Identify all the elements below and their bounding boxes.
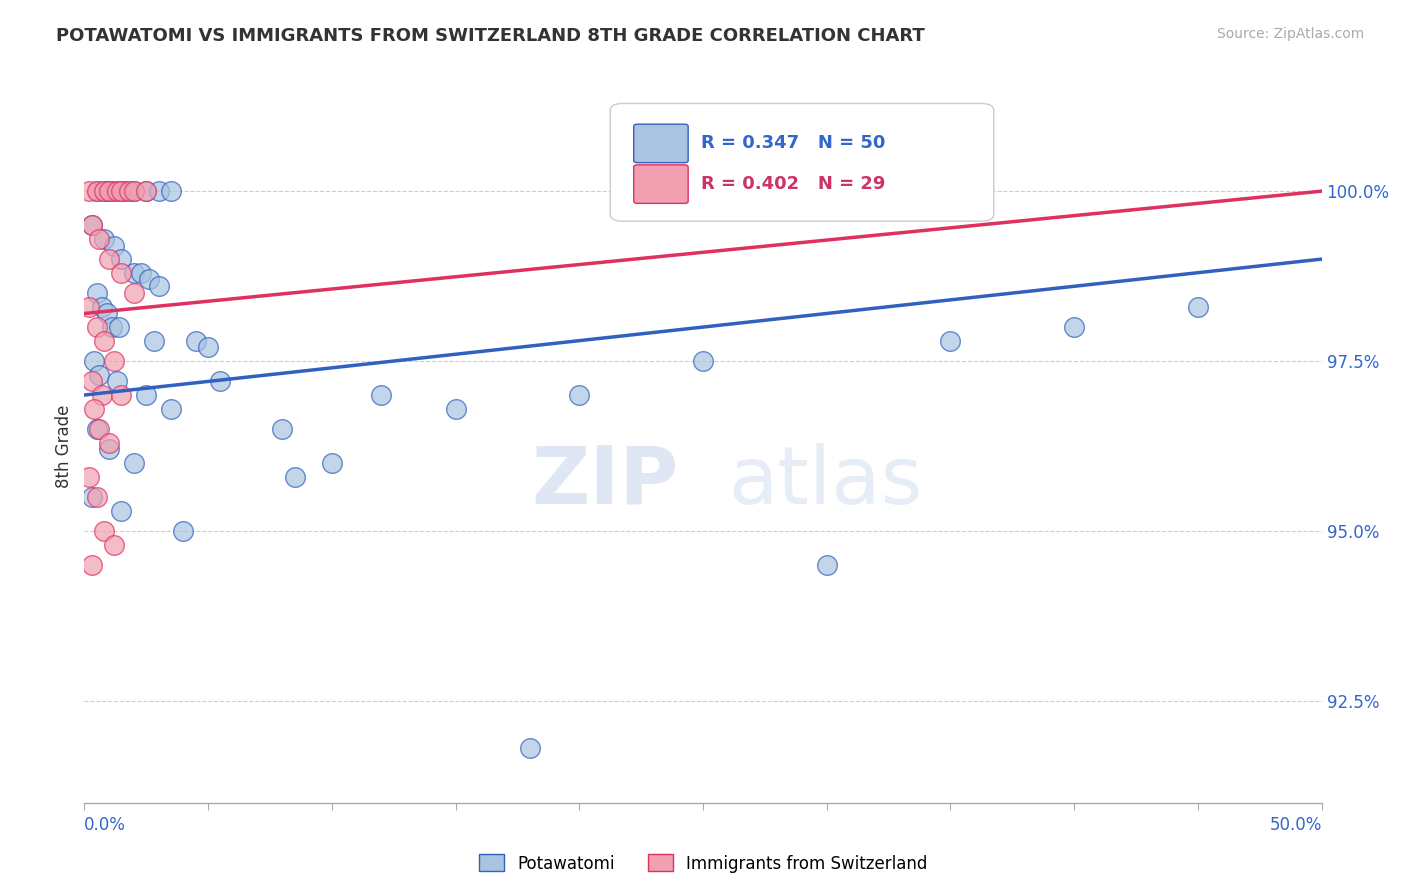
Point bbox=[93, 184, 115, 198]
Point bbox=[86, 286, 108, 301]
Point bbox=[1063, 320, 1085, 334]
Point bbox=[103, 184, 125, 198]
Point bbox=[80, 375, 103, 389]
Point bbox=[118, 184, 141, 198]
FancyBboxPatch shape bbox=[634, 165, 688, 203]
Point bbox=[86, 490, 108, 504]
Point bbox=[86, 320, 108, 334]
Point bbox=[100, 320, 122, 334]
Point bbox=[135, 184, 157, 198]
Point bbox=[110, 184, 132, 198]
Text: atlas: atlas bbox=[728, 442, 922, 521]
Point bbox=[129, 266, 152, 280]
Point bbox=[105, 375, 128, 389]
Point bbox=[568, 388, 591, 402]
Point bbox=[1187, 300, 1209, 314]
Point bbox=[815, 558, 838, 572]
FancyBboxPatch shape bbox=[634, 124, 688, 162]
Point bbox=[110, 184, 132, 198]
Point bbox=[122, 184, 145, 198]
Point bbox=[86, 184, 108, 198]
Point bbox=[122, 266, 145, 280]
Point bbox=[519, 741, 541, 756]
Point bbox=[96, 306, 118, 320]
Point bbox=[138, 272, 160, 286]
Point bbox=[197, 341, 219, 355]
Point bbox=[110, 266, 132, 280]
Point bbox=[444, 401, 467, 416]
Point bbox=[692, 354, 714, 368]
Point bbox=[80, 218, 103, 232]
Point bbox=[142, 334, 165, 348]
Point bbox=[110, 252, 132, 266]
Point bbox=[148, 279, 170, 293]
Point bbox=[80, 490, 103, 504]
Point bbox=[209, 375, 232, 389]
Point bbox=[172, 524, 194, 538]
Point bbox=[122, 456, 145, 470]
Point bbox=[271, 422, 294, 436]
Point bbox=[93, 524, 115, 538]
Point bbox=[939, 334, 962, 348]
Point bbox=[79, 469, 101, 483]
Point bbox=[93, 184, 115, 198]
Legend: Potawatomi, Immigrants from Switzerland: Potawatomi, Immigrants from Switzerland bbox=[472, 847, 934, 880]
Point bbox=[90, 300, 112, 314]
Point bbox=[103, 537, 125, 551]
Point bbox=[184, 334, 207, 348]
Point bbox=[93, 334, 115, 348]
Y-axis label: 8th Grade: 8th Grade bbox=[55, 404, 73, 488]
Point bbox=[86, 184, 108, 198]
Point bbox=[80, 218, 103, 232]
Point bbox=[98, 435, 121, 450]
Text: 50.0%: 50.0% bbox=[1270, 816, 1322, 834]
Point bbox=[79, 184, 101, 198]
Text: ZIP: ZIP bbox=[531, 442, 678, 521]
Point bbox=[98, 184, 121, 198]
Point bbox=[321, 456, 343, 470]
Point bbox=[93, 232, 115, 246]
Point bbox=[370, 388, 392, 402]
Point bbox=[148, 184, 170, 198]
Point bbox=[115, 184, 138, 198]
Point bbox=[89, 422, 111, 436]
Text: POTAWATOMI VS IMMIGRANTS FROM SWITZERLAND 8TH GRADE CORRELATION CHART: POTAWATOMI VS IMMIGRANTS FROM SWITZERLAN… bbox=[56, 27, 925, 45]
Point bbox=[80, 558, 103, 572]
FancyBboxPatch shape bbox=[610, 103, 994, 221]
Point bbox=[160, 401, 183, 416]
Point bbox=[83, 401, 105, 416]
Point bbox=[103, 354, 125, 368]
Text: Source: ZipAtlas.com: Source: ZipAtlas.com bbox=[1216, 27, 1364, 41]
Point bbox=[135, 388, 157, 402]
Point bbox=[135, 184, 157, 198]
Point bbox=[86, 422, 108, 436]
Point bbox=[98, 252, 121, 266]
Point bbox=[122, 286, 145, 301]
Point bbox=[90, 388, 112, 402]
Point bbox=[108, 320, 131, 334]
Point bbox=[110, 503, 132, 517]
Point bbox=[110, 388, 132, 402]
Text: R = 0.402   N = 29: R = 0.402 N = 29 bbox=[700, 175, 884, 193]
Point bbox=[83, 354, 105, 368]
Text: R = 0.347   N = 50: R = 0.347 N = 50 bbox=[700, 135, 884, 153]
Point bbox=[98, 442, 121, 457]
Point bbox=[284, 469, 307, 483]
Point bbox=[105, 184, 128, 198]
Text: 0.0%: 0.0% bbox=[84, 816, 127, 834]
Point bbox=[98, 184, 121, 198]
Point bbox=[89, 368, 111, 382]
Point bbox=[79, 300, 101, 314]
Point bbox=[89, 232, 111, 246]
Point bbox=[122, 184, 145, 198]
Point bbox=[160, 184, 183, 198]
Point bbox=[103, 238, 125, 252]
